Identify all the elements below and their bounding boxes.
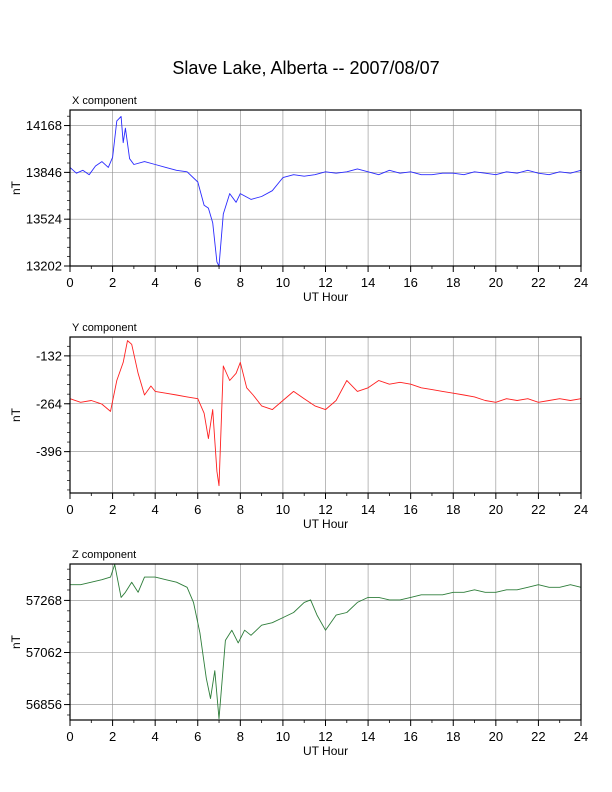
y-series-line (69, 340, 582, 487)
z-panel-title: Z component (72, 549, 136, 561)
y-x-tick-label: 8 (237, 502, 244, 517)
z-x-tick-label: 4 (152, 729, 159, 744)
x-x-tick-label: 4 (152, 275, 159, 290)
y-x-tick-label: 24 (574, 502, 588, 517)
y-panel-title: Y component (72, 322, 137, 334)
x-x-tick-label: 12 (318, 275, 332, 290)
z-x-tick-label: 20 (489, 729, 503, 744)
z-x-tick-label: 16 (403, 729, 417, 744)
y-x-tick-label: 2 (109, 502, 116, 517)
x-x-tick-label: 0 (66, 275, 73, 290)
z-x-tick-label: 12 (318, 729, 332, 744)
z-x-tick-label: 8 (237, 729, 244, 744)
y-x-tick-label: 4 (152, 502, 159, 517)
x-series-line (69, 116, 582, 267)
z-x-tick-label: 22 (531, 729, 545, 744)
z-y-tick-label: 57268 (26, 593, 62, 608)
z-x-tick-label: 0 (66, 729, 73, 744)
z-x-tick-label: 10 (276, 729, 290, 744)
y-plot-frame (69, 336, 582, 494)
x-x-tick-label: 6 (194, 275, 201, 290)
x-panel-title: X component (72, 95, 137, 107)
y-x-tick-label: 14 (361, 502, 375, 517)
y-y-tick-label: -264 (36, 396, 62, 411)
z-x-tick-label: 2 (109, 729, 116, 744)
x-y-axis-label: nT (9, 180, 23, 195)
y-y-tick-label: -396 (36, 444, 62, 459)
page-title: Slave Lake, Alberta -- 2007/08/07 (172, 58, 440, 78)
x-y-tick-label: 13202 (26, 259, 62, 274)
x-x-tick-label: 24 (574, 275, 588, 290)
x-y-tick-label: 13524 (26, 212, 62, 227)
z-series-line (70, 564, 582, 720)
y-x-tick-label: 18 (446, 502, 460, 517)
x-x-axis-label: UT Hour (303, 290, 348, 304)
y-x-tick-label: 12 (318, 502, 332, 517)
y-x-tick-label: 16 (403, 502, 417, 517)
x-x-tick-label: 20 (489, 275, 503, 290)
z-x-tick-label: 24 (574, 729, 588, 744)
x-x-tick-label: 14 (361, 275, 375, 290)
z-y-axis-label: nT (9, 634, 23, 649)
z-y-tick-label: 56856 (26, 697, 62, 712)
y-x-axis-label: UT Hour (303, 517, 348, 531)
y-x-tick-label: 10 (276, 502, 290, 517)
y-x-tick-label: 22 (531, 502, 545, 517)
x-x-tick-label: 2 (109, 275, 116, 290)
y-x-tick-label: 6 (194, 502, 201, 517)
z-y-tick-label: 57062 (26, 645, 62, 660)
z-x-tick-label: 6 (194, 729, 201, 744)
y-x-tick-label: 20 (489, 502, 503, 517)
x-x-tick-label: 16 (403, 275, 417, 290)
x-x-tick-label: 18 (446, 275, 460, 290)
x-x-tick-label: 10 (276, 275, 290, 290)
x-y-tick-label: 14168 (26, 118, 62, 133)
x-x-tick-label: 22 (531, 275, 545, 290)
x-y-tick-label: 13846 (26, 165, 62, 180)
y-y-tick-label: -132 (36, 348, 62, 363)
z-plot-frame (69, 563, 582, 721)
y-x-tick-label: 0 (66, 502, 73, 517)
y-y-axis-label: nT (9, 407, 23, 422)
z-x-axis-label: UT Hour (303, 744, 348, 758)
z-x-tick-label: 18 (446, 729, 460, 744)
x-x-tick-label: 8 (237, 275, 244, 290)
x-component-panel: 0 2 4 6 8 10 12 14 16 18 20 22 241320213524138461416… (9, 95, 588, 304)
z-x-tick-label: 14 (361, 729, 375, 744)
x-plot-frame (69, 109, 582, 267)
